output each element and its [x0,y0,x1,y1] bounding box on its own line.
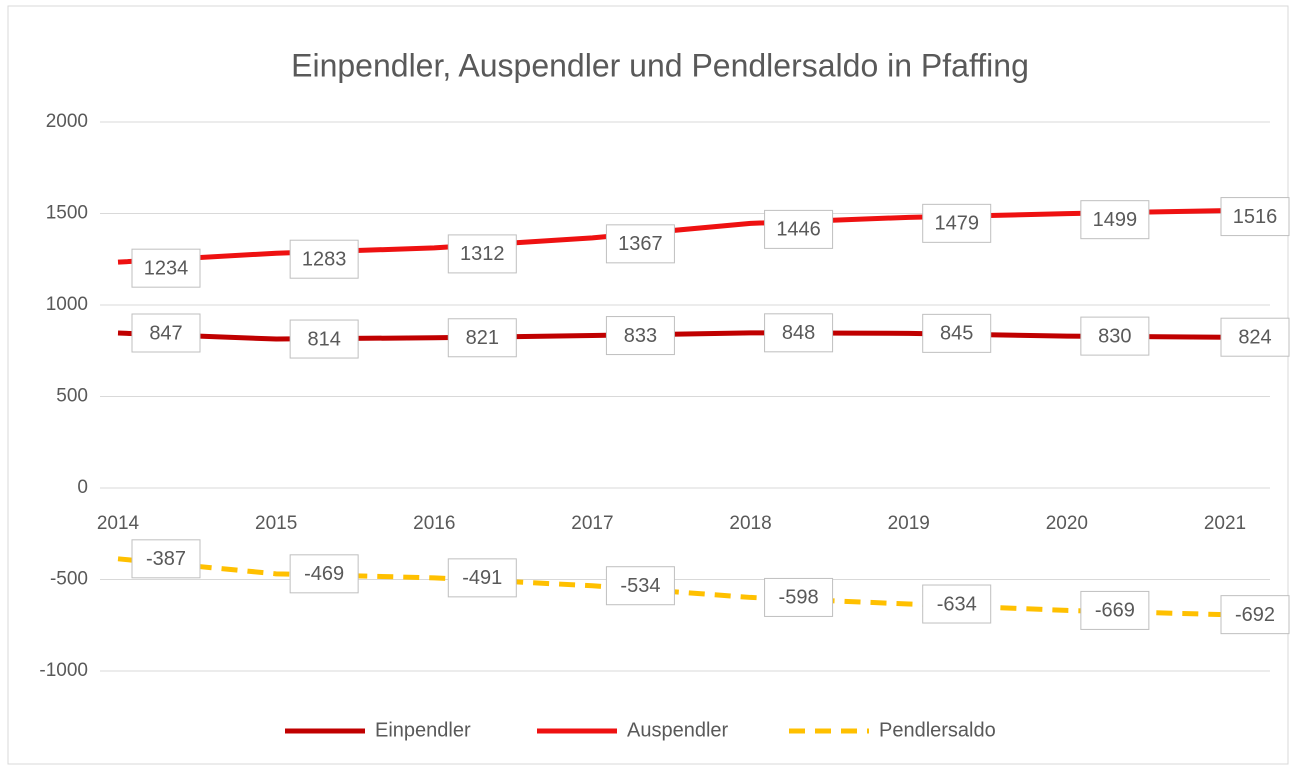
data-label-box [447,234,517,274]
y-tick-label: 1500 [46,203,88,224]
data-label: -491 [462,567,502,589]
data-label-box [447,318,517,358]
data-label-box [131,539,201,579]
data-label-box [605,566,675,606]
data-label: 1446 [776,219,821,241]
data-label: 824 [1238,326,1271,348]
data-label: -598 [779,587,819,609]
data-label-box [764,577,834,617]
data-label: 845 [940,323,973,345]
data-label-box [131,313,201,353]
data-label: 1516 [1233,206,1278,228]
x-tick-label: 2015 [255,513,297,534]
data-label-box [1220,317,1290,357]
y-tick-label: -500 [50,569,88,590]
data-label: -692 [1235,604,1275,626]
data-label: -634 [937,593,977,615]
data-label: 830 [1098,325,1131,347]
data-label-box [764,313,834,353]
data-label-box [131,248,201,288]
data-label-box [1080,200,1150,240]
data-label-box [1080,590,1150,630]
y-tick-label: 500 [56,386,88,407]
chart-frame [7,5,1289,765]
x-tick-label: 2017 [571,513,613,534]
x-tick-label: 2019 [888,513,930,534]
data-label-box [289,239,359,279]
chart-title: Einpendler, Auspendler und Pendlersaldo … [291,47,1029,83]
data-label-box [922,203,992,243]
data-label-box [922,584,992,624]
data-label: 821 [466,327,499,349]
x-tick-label: 2021 [1204,513,1246,534]
data-label: 1479 [934,213,979,235]
data-label-box [1220,595,1290,635]
data-label: 1499 [1093,209,1138,231]
data-label: 833 [624,325,657,347]
data-label-box [605,224,675,264]
data-label: 1367 [618,233,663,255]
y-tick-label: 0 [77,477,88,498]
data-label-box [605,316,675,356]
x-tick-label: 2016 [413,513,455,534]
data-label: -387 [146,548,186,570]
legend-label: Einpendler [375,719,471,741]
data-label: 848 [782,322,815,344]
y-tick-label: 2000 [46,111,88,132]
y-tick-label: -1000 [39,660,88,681]
data-label-box [289,554,359,594]
x-tick-label: 2018 [729,513,771,534]
data-label: 814 [307,328,340,350]
data-label: 1312 [460,243,505,265]
y-tick-label: 1000 [46,294,88,315]
data-label-box [289,319,359,359]
data-label-box [922,313,992,353]
data-label: 847 [149,322,182,344]
data-label: -534 [620,575,660,597]
data-label: -469 [304,563,344,585]
x-tick-label: 2020 [1046,513,1088,534]
data-label-box [1080,316,1150,356]
x-tick-label: 2014 [97,513,140,534]
data-label-box [1220,197,1290,237]
legend-label: Pendlersaldo [879,719,996,741]
data-label: 1234 [144,257,189,279]
data-label: -669 [1095,600,1135,622]
data-label: 1283 [302,248,347,270]
data-label-box [764,209,834,249]
data-label-box [447,558,517,598]
legend-label: Auspendler [627,719,729,741]
